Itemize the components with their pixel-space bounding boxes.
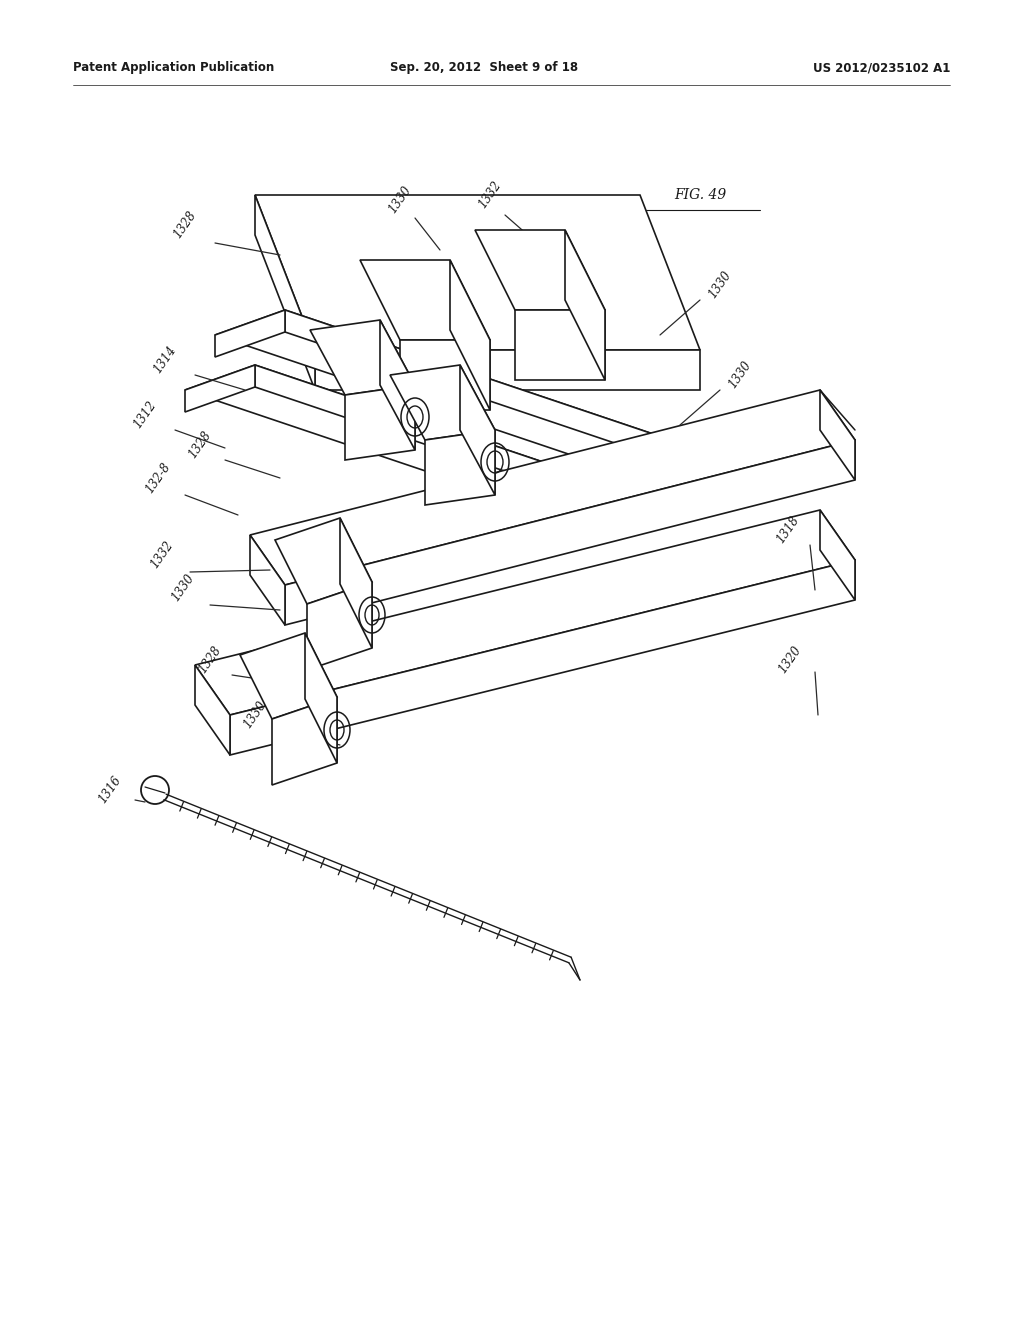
Text: 1330: 1330 (726, 359, 754, 391)
Polygon shape (515, 310, 605, 380)
Polygon shape (360, 260, 490, 341)
Polygon shape (272, 697, 337, 785)
Polygon shape (475, 230, 605, 310)
Text: 1320: 1320 (776, 644, 804, 676)
Polygon shape (565, 492, 635, 540)
Text: 1328: 1328 (196, 644, 224, 676)
Text: 132-8: 132-8 (143, 461, 173, 495)
Text: Sep. 20, 2012  Sheet 9 of 18: Sep. 20, 2012 Sheet 9 of 18 (390, 62, 579, 74)
Text: US 2012/0235102 A1: US 2012/0235102 A1 (813, 62, 950, 74)
Polygon shape (425, 430, 495, 506)
Polygon shape (195, 665, 230, 755)
Text: 1316: 1316 (96, 774, 124, 807)
Polygon shape (215, 310, 285, 356)
Polygon shape (400, 341, 490, 411)
Polygon shape (380, 319, 415, 450)
Polygon shape (340, 517, 372, 648)
Polygon shape (285, 310, 665, 459)
Polygon shape (310, 319, 415, 395)
Text: 1328: 1328 (171, 209, 199, 242)
Polygon shape (195, 510, 855, 715)
Text: 1332: 1332 (476, 180, 504, 211)
Polygon shape (185, 366, 255, 412)
Polygon shape (255, 195, 700, 350)
Polygon shape (565, 230, 605, 380)
Polygon shape (315, 350, 700, 389)
Polygon shape (450, 260, 490, 411)
Polygon shape (275, 517, 372, 605)
Text: Patent Application Publication: Patent Application Publication (73, 62, 274, 74)
Polygon shape (460, 366, 495, 495)
Polygon shape (185, 366, 635, 517)
Polygon shape (820, 389, 855, 480)
Text: 1328: 1328 (186, 429, 214, 461)
Polygon shape (250, 389, 855, 585)
Text: 1312: 1312 (131, 399, 159, 432)
Polygon shape (307, 582, 372, 671)
Polygon shape (345, 385, 415, 459)
Polygon shape (215, 310, 665, 463)
Text: FIG. 49: FIG. 49 (674, 187, 726, 202)
Polygon shape (390, 366, 495, 440)
Polygon shape (595, 438, 665, 484)
Text: 1330: 1330 (707, 269, 734, 301)
Polygon shape (250, 535, 285, 624)
Polygon shape (305, 634, 337, 763)
Text: 1330: 1330 (169, 572, 197, 605)
Text: 1330: 1330 (241, 700, 269, 731)
Text: 1332: 1332 (148, 539, 176, 572)
Polygon shape (285, 440, 855, 624)
Polygon shape (240, 634, 337, 719)
Polygon shape (230, 560, 855, 755)
Text: 1318: 1318 (774, 513, 802, 546)
Polygon shape (255, 195, 315, 389)
Text: 1314: 1314 (152, 345, 179, 376)
Text: 1330: 1330 (386, 183, 414, 216)
Polygon shape (820, 510, 855, 601)
Polygon shape (255, 366, 635, 515)
